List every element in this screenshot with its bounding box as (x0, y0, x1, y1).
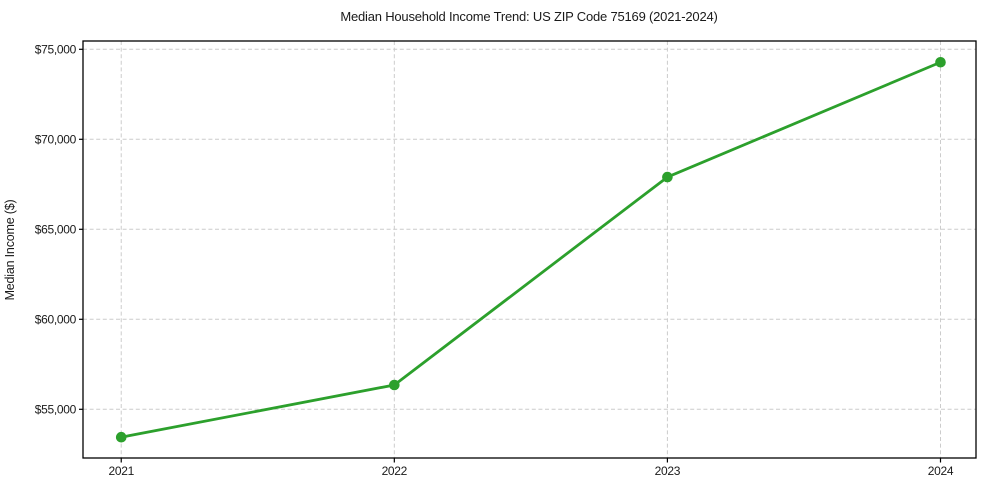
y-tick-label: $60,000 (35, 312, 77, 326)
y-tick-label: $55,000 (35, 402, 77, 416)
plot-area: $55,000 $60,000 $65,000 $70,000 $75,000 2021 2… (35, 40, 977, 478)
trend-line (119, 60, 942, 439)
y-axis-label: Median Income ($) (3, 200, 17, 301)
data-point-marker (115, 431, 127, 443)
x-tick-label: 2023 (655, 464, 681, 478)
data-point-marker (662, 171, 673, 183)
y-tick-label: $65,000 (35, 222, 77, 236)
data-point-marker (389, 379, 400, 391)
x-tick-label: 2021 (108, 464, 134, 478)
data-point-marker (935, 56, 946, 68)
x-tick-label: 2024 (928, 464, 954, 478)
y-tick-label: $70,000 (35, 132, 77, 146)
plot-border (82, 40, 977, 459)
x-tick-label: 2022 (382, 464, 408, 478)
chart-title: Median Household Income Trend: US ZIP Co… (340, 9, 717, 24)
y-tick-label: $75,000 (35, 42, 77, 56)
